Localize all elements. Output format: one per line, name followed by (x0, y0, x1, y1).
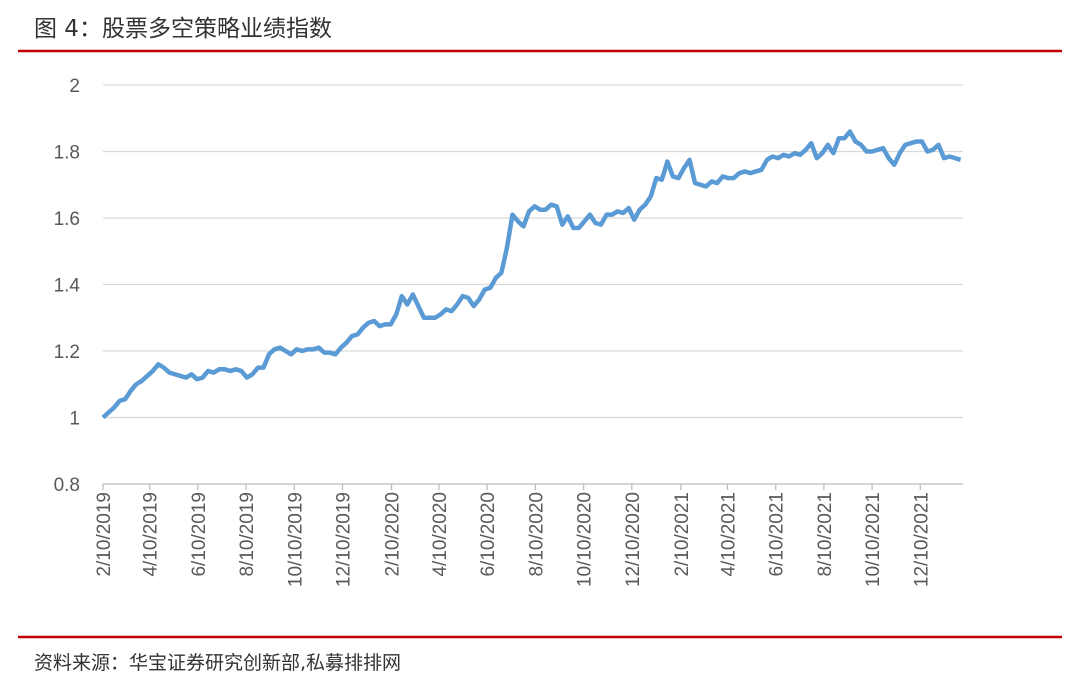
y-tick-label: 1.6 (54, 209, 80, 230)
x-tick-label: 4/10/2021 (718, 492, 739, 577)
x-tick-label: 6/10/2020 (478, 492, 499, 577)
x-tick-label: 8/10/2021 (815, 492, 836, 577)
y-tick-label: 2 (69, 76, 80, 97)
y-tick-label: 0.8 (54, 475, 80, 496)
x-tick-label: 6/10/2019 (189, 492, 210, 577)
y-tick-label: 1.2 (54, 342, 80, 363)
y-tick-label: 1.4 (54, 276, 81, 297)
chart-title: 图 4：股票多空策略业绩指数 (34, 16, 332, 42)
x-tick-label: 6/10/2021 (767, 492, 788, 577)
x-tick-label: 2/10/2021 (672, 492, 693, 577)
x-tick-label: 4/10/2020 (430, 492, 451, 577)
x-tick-label: 2/10/2019 (94, 492, 115, 577)
x-tick-label: 12/10/2019 (334, 492, 355, 587)
line (101, 129, 962, 420)
x-tick-label: 10/10/2020 (575, 492, 596, 587)
y-tick-label: 1 (69, 409, 80, 430)
x-tick-label: 12/10/2021 (911, 492, 932, 587)
x-tick-label: 10/10/2019 (285, 492, 306, 587)
y-tick-label: 1.8 (54, 143, 80, 164)
x-tick-label: 12/10/2020 (623, 492, 644, 587)
x-tick-label: 8/10/2019 (237, 492, 258, 577)
x-tick-label: 8/10/2020 (526, 492, 547, 577)
x-tick-label: 2/10/2020 (383, 492, 404, 577)
source: 资料来源：华宝证券研究创新部,私募排排网 (34, 652, 401, 674)
x-tick-label: 4/10/2019 (141, 492, 162, 577)
x-tick-label: 10/10/2021 (863, 492, 884, 587)
